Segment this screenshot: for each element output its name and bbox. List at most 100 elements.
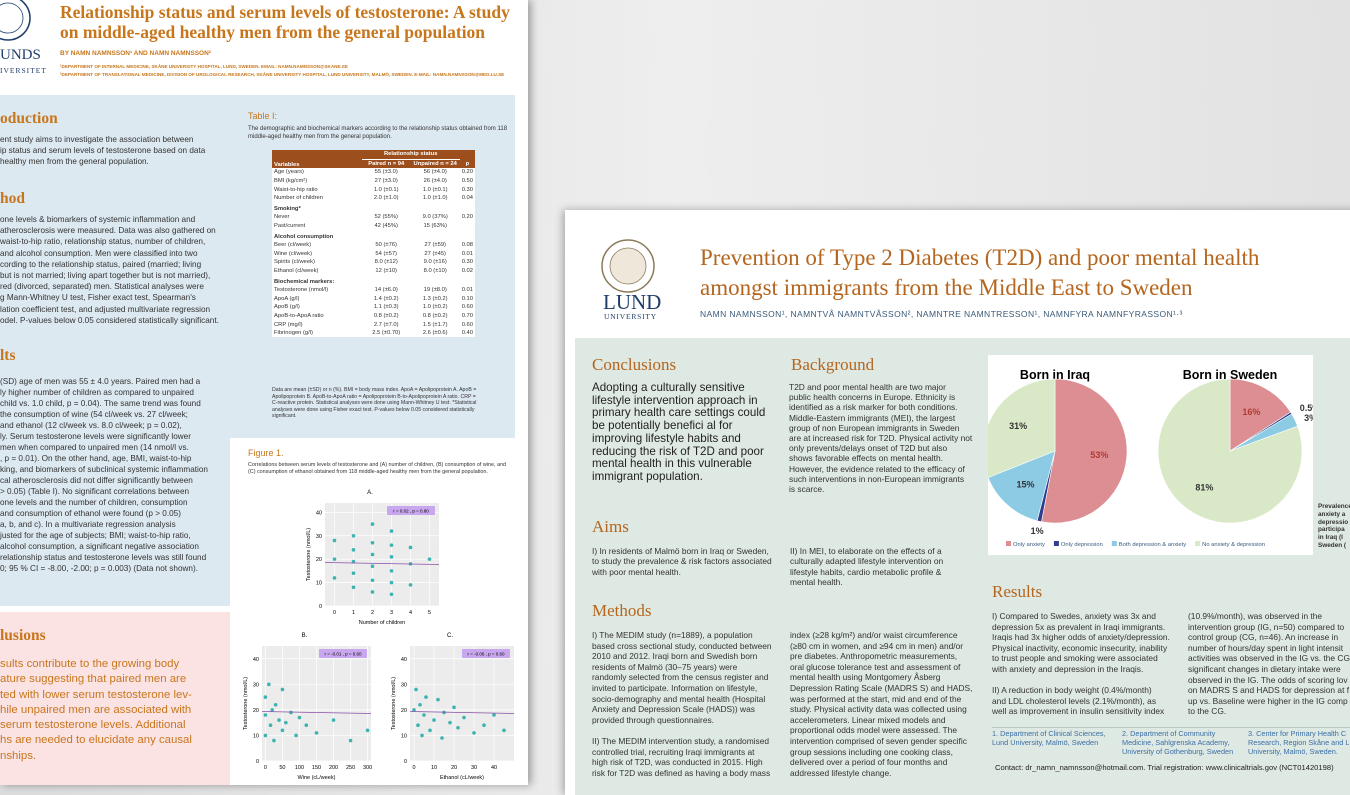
section-heading: oduction — [0, 110, 58, 127]
text-line: hile unpaired men are associated with — [0, 703, 192, 716]
text-line: relationship status and testosterone lev… — [0, 553, 207, 562]
text-line: (≥80 cm in women, and ≥94 cm in men) and… — [790, 640, 964, 651]
table-cell: Wine (cl/week) — [274, 250, 313, 257]
text-line: ip status and serum levels of testostero… — [0, 146, 206, 156]
text-line: II) In MEI, to elaborate on the effects … — [790, 546, 942, 556]
text-line: justed for the age of subjects; BMI; wai… — [0, 531, 191, 540]
table-cell: 1.1 (±0.3) — [373, 304, 399, 311]
poster-title: Relationship status and serum levels of … — [60, 2, 510, 42]
affiliations: ¹DEPARTMENT OF INTERNAL MEDICINE, SKÅNE … — [60, 63, 504, 79]
legend-label: Both depression & anxiety — [1119, 542, 1186, 548]
pie-value-label: 53% — [1090, 450, 1108, 460]
x-tick-label: 0 — [333, 610, 336, 616]
paragraph: I) Compared to Swedes, anxiety was 3x an… — [992, 611, 1170, 675]
text-line: pre diabetes. Anthropometric measurement… — [790, 651, 958, 662]
table-row: Wine (cl/week) 54 (±57) 27 (±45) 0.01 — [272, 250, 475, 259]
text-line: participa — [1318, 526, 1345, 534]
text-line: with poor mental health. — [592, 566, 681, 577]
pie-slice — [1157, 378, 1303, 524]
x-tick-label: 300 — [363, 765, 372, 771]
text-line: socio-demography and mental health (Hosp… — [592, 693, 766, 704]
results-text: I) Compared to Swedes, anxiety was 3x an… — [992, 611, 1170, 728]
table-row: Past/current 42 (45%) 15 (63%) — [272, 222, 475, 231]
authors: BY NAMN NAMNSSON¹ AND NAMN NAMNSSON² — [60, 50, 211, 57]
text-line: lifestyle intervention approach in — [592, 393, 758, 407]
data-point — [420, 733, 424, 738]
text-line: ly. Serum testosterone levels were signi… — [0, 432, 191, 441]
background-text: T2D and poor mental health are two major… — [789, 382, 972, 494]
table-cell: Age (years) — [274, 169, 304, 176]
data-point — [263, 695, 268, 699]
table-wrap: Variables Relationship status Paired n = 9… — [272, 150, 475, 338]
data-point — [408, 583, 413, 587]
text-line: Prevalence — [1318, 503, 1350, 510]
table-cell: 0.20 — [461, 214, 473, 221]
text-line: I) In residents of Malmö born in Iraq or… — [592, 546, 769, 556]
pie-slice — [1041, 378, 1128, 524]
table-cell: 54 (±57) — [375, 250, 397, 257]
x-axis-label: Number of children — [359, 620, 405, 626]
y-tick-label: 10 — [401, 733, 407, 739]
data-point — [277, 718, 281, 722]
text-line: group sessions including one cooking cla… — [790, 746, 953, 757]
data-point — [440, 736, 444, 740]
legend-label: No anxiety & depression — [1202, 542, 1265, 548]
text-line: men when compared to unpaired men (14 nm… — [0, 443, 189, 452]
table-cell: 1.3 (±0.2) — [422, 295, 448, 302]
data-point — [331, 718, 336, 722]
text-line: with anxiety and depression in the Iraqi… — [992, 663, 1144, 674]
data-point — [297, 715, 302, 720]
text-line: in Iraq (I — [1318, 534, 1343, 542]
logo-text: UNDS — [0, 47, 41, 63]
table-cell: 1.5 (±1.7) — [422, 321, 448, 328]
table-cell: Past/current — [274, 223, 306, 230]
y-axis-label: Testosterone (nmol/L) — [243, 677, 249, 730]
trend-line — [324, 562, 440, 565]
table-cell: 0.04 — [461, 195, 473, 202]
text-line: II) A reduction in body weight (0.4%/mon… — [992, 685, 1152, 696]
text-line: control group (CG, n=46). An increase in — [1188, 632, 1339, 643]
table-cell: ApoA (g/l) — [274, 295, 300, 302]
paragraph: (10.9%/month), was observed in the interv… — [1188, 611, 1350, 717]
data-point — [267, 682, 271, 687]
x-tick-label: 30 — [471, 765, 477, 771]
panel-label: B. — [302, 633, 308, 639]
table-cell: 2.7 (±7.0) — [373, 321, 399, 328]
data-point — [427, 557, 432, 561]
logo-subtext: UNIVERSITY — [604, 312, 657, 321]
x-tick-label: 0 — [412, 765, 415, 771]
text-line: group of non European immigrants in Swed… — [789, 422, 960, 433]
data-point — [370, 590, 375, 594]
text-line: one levels & biomarkers of systemic infl… — [0, 215, 196, 224]
y-tick-label: 0 — [404, 759, 407, 765]
y-tick-label: 20 — [401, 708, 407, 714]
table-cell: 14 (±6.0) — [374, 287, 398, 294]
table-cell: 0.50 — [461, 178, 473, 185]
table-header-row: Variables Relationship status — [272, 150, 475, 169]
legend-label: Only depression — [1061, 542, 1103, 548]
data-point — [418, 702, 422, 707]
text-line: amongst immigrants from the Middle East … — [700, 275, 1193, 300]
text-line: depressio — [1318, 518, 1349, 526]
text-line: waist-to-hip ratio, relationship status,… — [0, 237, 206, 247]
table-cell: 0.02 — [461, 268, 473, 275]
text-line: odel. P-values below 0.05 considered sta… — [0, 315, 219, 325]
data-point — [370, 540, 375, 545]
legend-swatch — [1195, 541, 1201, 546]
data-point — [492, 713, 496, 717]
text-line: number of hours/day spent in light inten… — [1188, 642, 1344, 653]
table-cell: Beer (cl/week) — [274, 242, 312, 249]
pie-charts: Born in Iraq 53% 1% 15% 31% Born in Sweden 16%… — [988, 368, 1313, 548]
scatter-plot: B. 0 10 20 30 40 0 50 100 150 200 250 300 Wine (cL/we… — [243, 633, 372, 781]
table-cell: 9.0 (±16) — [423, 259, 447, 266]
text-line: residents of Malmö (30–75 years) were — [592, 661, 738, 672]
trend-line — [261, 711, 372, 714]
text-line: depression 5x as prevalent in Iraqi immi… — [992, 621, 1166, 632]
pink-panel — [0, 612, 230, 785]
text-line: well as improvement in insulin sensitivi… — [992, 706, 1165, 717]
x-tick-label: 10 — [431, 765, 437, 771]
table-title: Table I: — [248, 111, 278, 121]
data-point — [432, 718, 436, 722]
table-header-cell: Variables — [272, 150, 362, 169]
pie-side-note: Prevalence anxiety a depressio participa in … — [1318, 503, 1350, 550]
